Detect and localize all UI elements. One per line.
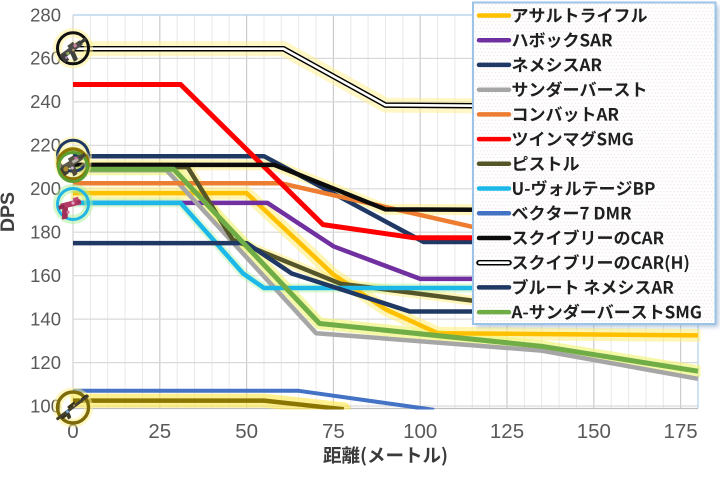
svg-text:125: 125: [490, 420, 524, 443]
svg-text:0: 0: [67, 420, 78, 443]
svg-text:DPS: DPS: [0, 192, 19, 232]
svg-text:175: 175: [663, 420, 697, 443]
svg-text:240: 240: [30, 91, 61, 112]
svg-text:150: 150: [577, 420, 611, 443]
svg-text:75: 75: [322, 420, 345, 443]
svg-text:100: 100: [30, 395, 61, 416]
svg-text:180: 180: [30, 222, 61, 243]
svg-text:100: 100: [403, 420, 437, 443]
svg-text:25: 25: [148, 420, 171, 443]
svg-text:120: 120: [30, 352, 61, 373]
svg-text:220: 220: [30, 135, 61, 156]
svg-text:140: 140: [30, 308, 61, 329]
svg-text:260: 260: [30, 48, 61, 69]
svg-text:160: 160: [30, 265, 61, 286]
svg-text:50: 50: [235, 420, 258, 443]
svg-text:200: 200: [30, 178, 61, 199]
svg-text:280: 280: [30, 4, 61, 25]
